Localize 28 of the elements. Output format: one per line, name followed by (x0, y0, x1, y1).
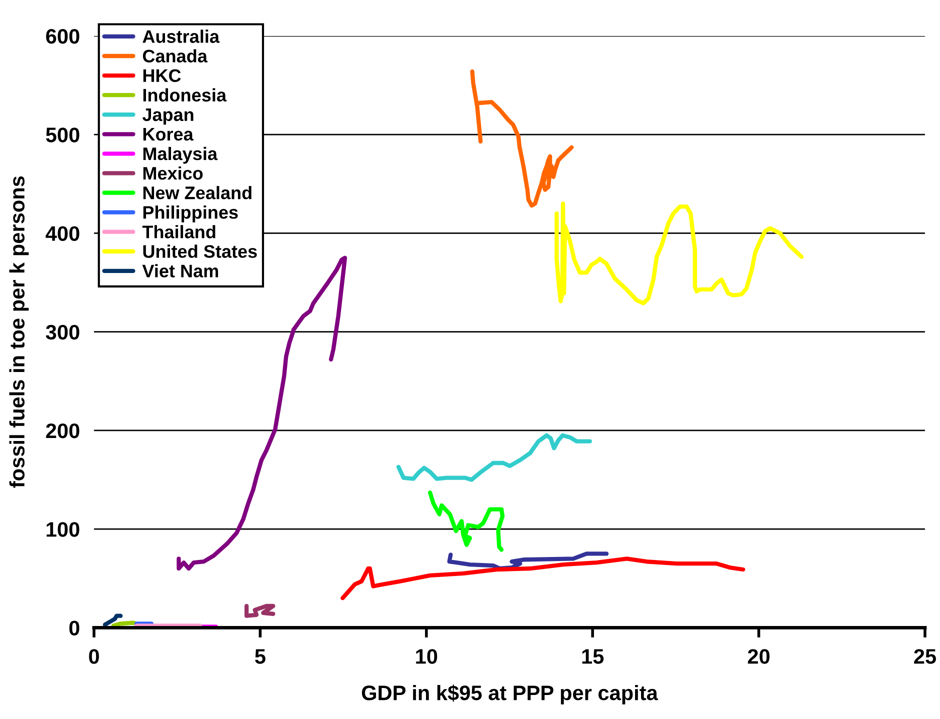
y-tick-label: 500 (46, 128, 80, 142)
y-tick-label: 400 (46, 226, 80, 241)
x-tick-label: 0 (89, 649, 99, 664)
y-axis-title: fossil fuels in toe per k persons (9, 176, 29, 488)
y-tick-label: 200 (46, 423, 80, 438)
legend-label: Mexico (143, 166, 203, 180)
legend-label: Thailand (142, 225, 216, 238)
y-tick-label: 100 (46, 522, 80, 537)
y-tick-label: 600 (46, 28, 80, 44)
legend-label: Indonesia (143, 88, 227, 102)
y-tick-label: 0 (69, 620, 80, 636)
legend-label: Australia (142, 30, 220, 43)
legend-label: Philippines (143, 206, 238, 222)
legend-label: United States (143, 244, 257, 258)
legend-label: HKC (143, 69, 181, 82)
x-tick-label: 15 (582, 649, 604, 664)
x-axis-title: GDP in k$95 at PPP per capita (362, 684, 658, 704)
x-tick-label: 25 (914, 649, 936, 664)
y-tick-label: 300 (46, 324, 80, 340)
legend-label: Korea (143, 128, 194, 141)
x-tick-label: 20 (748, 649, 770, 664)
x-tick-label: 5 (255, 649, 266, 664)
legend-label: Malaysia (143, 146, 218, 164)
legend-label: Canada (142, 49, 208, 62)
legend-label: Japan (142, 108, 194, 125)
legend-label: New Zealand (143, 186, 252, 200)
x-tick-label: 10 (416, 649, 438, 664)
legend-label: Viet Nam (142, 264, 218, 278)
